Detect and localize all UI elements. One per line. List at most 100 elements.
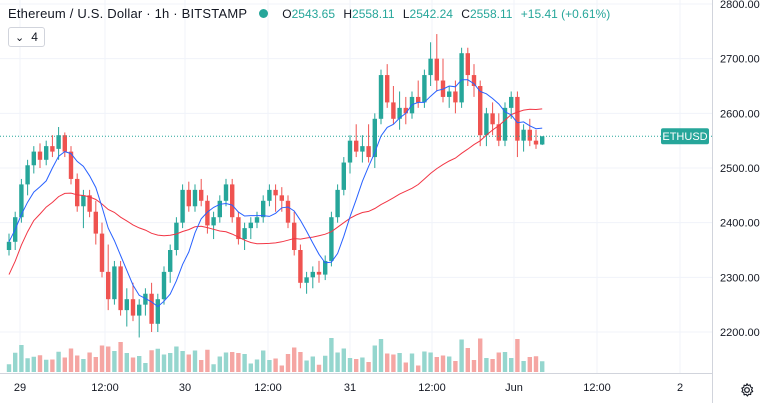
- candle-body: [304, 277, 309, 283]
- candle-body: [385, 75, 390, 103]
- time-axis-label: 2: [677, 382, 683, 394]
- volume-bar: [391, 354, 396, 372]
- ohlc-values: O2543.65 H2558.11 L2542.24 C2558.11 +15.…: [282, 6, 611, 21]
- candle-body: [416, 96, 421, 103]
- volume-bar: [385, 353, 390, 372]
- volume-bar: [180, 351, 185, 372]
- candle-body: [192, 189, 198, 207]
- volume-bar: [341, 348, 346, 372]
- volume-bar: [416, 365, 421, 372]
- candle-body: [397, 107, 402, 119]
- candle-body: [199, 189, 204, 201]
- candle-body: [174, 222, 179, 250]
- volume-bar: [149, 350, 154, 372]
- price-axis-label: 2400.00: [720, 218, 760, 230]
- candle-body: [459, 53, 464, 103]
- slow-moving-average-line: [8, 108, 543, 275]
- volume-bar: [490, 359, 495, 372]
- volume-bar: [465, 348, 470, 372]
- volume-bar: [372, 345, 377, 372]
- volume-bar: [37, 355, 43, 372]
- candle-body: [168, 250, 173, 272]
- candle-body: [248, 222, 253, 229]
- candle-body: [112, 266, 117, 300]
- volume-bar: [199, 360, 204, 372]
- open-value: 2543.65: [291, 6, 335, 21]
- volume-bar: [236, 353, 241, 372]
- volume-bar: [192, 350, 198, 372]
- volume-bar: [118, 342, 123, 372]
- volume-bar: [99, 345, 105, 372]
- volume-bar: [87, 352, 92, 372]
- volume-bar: [521, 361, 526, 372]
- candle-body: [354, 140, 359, 152]
- volume-bar: [279, 365, 284, 372]
- gear-icon[interactable]: [739, 382, 755, 398]
- candle-body: [211, 217, 216, 226]
- volume-bar: [68, 348, 74, 372]
- candle-body: [236, 217, 241, 240]
- volume-bar: [31, 356, 36, 372]
- volume-bar: [56, 351, 61, 372]
- volume-bar: [261, 350, 266, 372]
- high-value: 2558.11: [352, 6, 395, 21]
- candle-body: [496, 124, 501, 141]
- volume-bar: [230, 352, 235, 372]
- market-status-dot: [259, 9, 269, 18]
- volume-bar: [186, 354, 191, 372]
- volume-bar: [453, 361, 458, 372]
- candle-body: [19, 184, 24, 218]
- candle-body: [521, 129, 526, 141]
- price-axis-label: 2500.00: [720, 163, 760, 175]
- candle-body: [106, 271, 111, 300]
- candle-body: [230, 184, 235, 218]
- candle-body: [261, 200, 266, 218]
- candle-body: [81, 195, 86, 207]
- time-axis-label: 30: [179, 382, 191, 394]
- volume-bar: [304, 360, 309, 372]
- symbol-title: Ethereum / U.S. Dollar · 1h · BITSTAMP: [8, 6, 248, 21]
- candle-body: [62, 135, 67, 152]
- volume-bar: [267, 360, 272, 372]
- candle-body: [447, 91, 452, 97]
- volume-bar: [434, 357, 439, 372]
- volume-bar: [335, 352, 340, 372]
- candle-body: [44, 146, 49, 160]
- last-price-tag-label: ETHUSD: [662, 131, 707, 143]
- volume-bar: [25, 358, 30, 372]
- volume-bar: [397, 353, 402, 372]
- volume-bar: [515, 339, 520, 372]
- time-axis-label: Jun: [505, 382, 523, 394]
- indicators-toggle-button[interactable]: ⌄ 4: [8, 27, 45, 47]
- volume-bar: [509, 358, 514, 372]
- volume-bar: [298, 352, 303, 372]
- price-axis-label: 2200.00: [720, 327, 760, 339]
- candle-body: [161, 271, 167, 300]
- volume-bar: [13, 352, 18, 372]
- candle-body: [267, 189, 272, 201]
- indicator-count: 4: [31, 30, 38, 44]
- time-axis-label: 29: [14, 382, 26, 394]
- candle-body: [515, 96, 520, 141]
- candle-body: [471, 75, 477, 86]
- candle-body: [242, 228, 247, 240]
- candle-body: [37, 151, 43, 160]
- price-axis-label: 2600.00: [720, 108, 760, 120]
- volume-bar: [205, 349, 210, 372]
- volume-bar: [217, 356, 222, 372]
- volume-bar: [484, 358, 489, 372]
- volume-bar: [248, 363, 253, 372]
- candle-body: [93, 211, 98, 234]
- candle-body: [254, 217, 260, 223]
- volume-bar: [62, 357, 67, 372]
- candle-body: [285, 200, 291, 223]
- last-price-tag: [661, 128, 709, 145]
- candle-body: [217, 200, 222, 218]
- candle-body: [87, 195, 92, 212]
- volume-bar: [155, 348, 160, 372]
- price-axis-label: 2700.00: [720, 54, 760, 66]
- time-axis-label: 12:00: [583, 382, 611, 394]
- volume-bar: [124, 353, 129, 372]
